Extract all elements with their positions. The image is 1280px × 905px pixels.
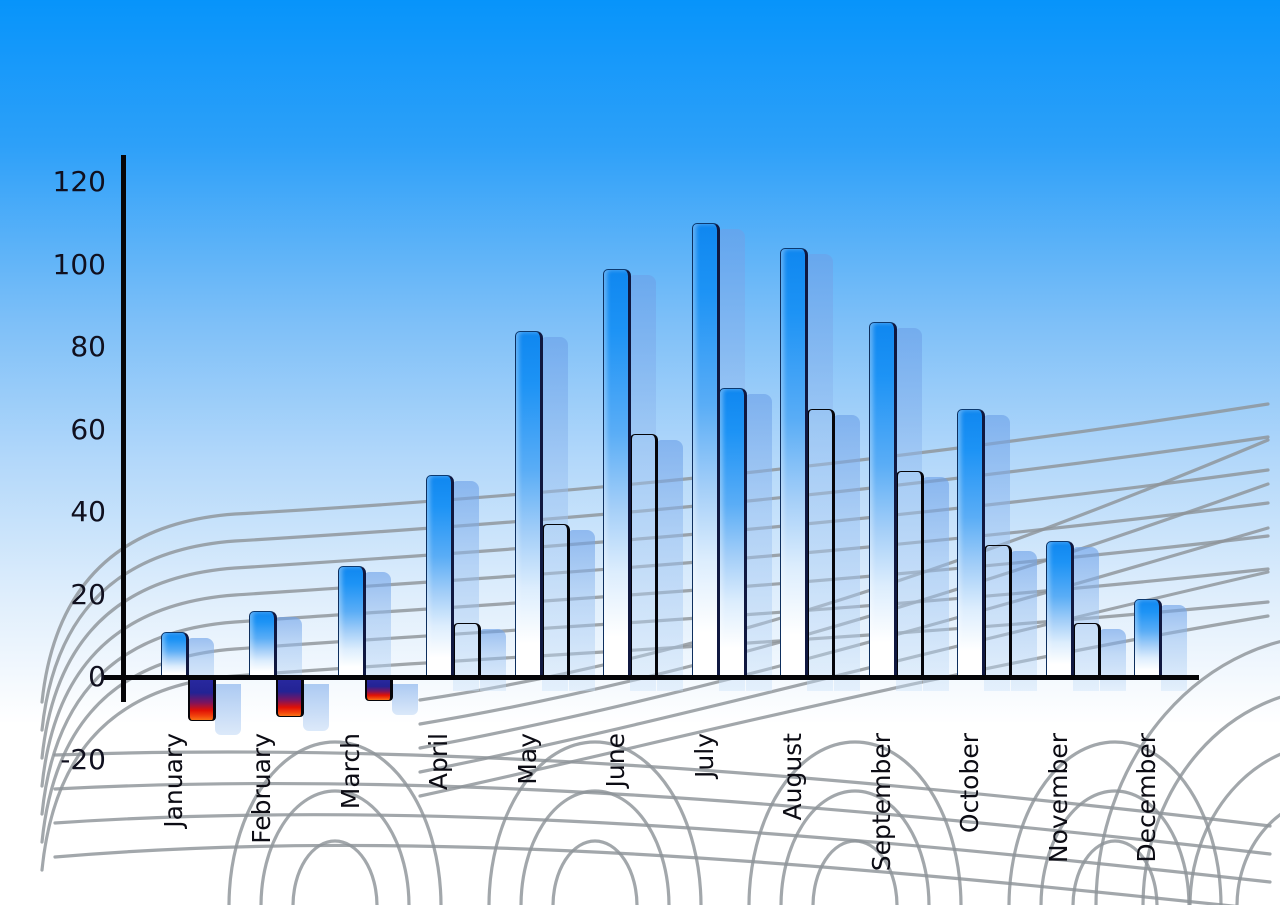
bar-august-secondary: [807, 409, 835, 677]
month-label-october: October: [955, 733, 984, 834]
bar-february-secondary: [276, 680, 304, 717]
bar-february-primary: [249, 611, 277, 678]
grid-line: [1141, 695, 1280, 905]
bar-april-secondary: [453, 623, 481, 677]
grid-line: [1007, 740, 1223, 905]
bar-may-secondary: [542, 524, 570, 677]
month-label-november: November: [1044, 733, 1073, 864]
ghost-bar-march-secondary: [392, 684, 418, 715]
ghost-bar-april-primary: [453, 481, 479, 691]
y-axis-tick-label: 60: [70, 413, 106, 446]
grid-line: [779, 789, 931, 905]
bar-january-primary: [161, 632, 189, 678]
grid-line: [519, 789, 671, 905]
ghost-bar-august-secondary: [834, 415, 860, 691]
month-label-july: July: [690, 733, 719, 778]
ghost-bar-october-primary: [984, 415, 1010, 691]
ghost-bar-november-secondary: [1100, 629, 1126, 691]
ghost-bar-march-primary: [365, 572, 391, 691]
grid-line: [551, 839, 639, 905]
ghost-bar-may-secondary: [569, 530, 595, 691]
ghost-bar-january-secondary: [215, 684, 241, 735]
y-axis-tick-label: 0: [88, 660, 106, 693]
month-label-may: May: [513, 733, 542, 785]
grid-line: [1188, 752, 1280, 905]
grid-line: [747, 740, 963, 905]
bar-june-primary: [603, 269, 631, 678]
ghost-bar-september-secondary: [923, 477, 949, 691]
grid-line: [1039, 789, 1191, 905]
ghost-bar-september-primary: [896, 328, 922, 691]
y-axis-tick-label: 80: [70, 330, 106, 363]
bar-november-secondary: [1073, 623, 1101, 677]
bar-july-primary: [692, 223, 720, 678]
month-label-december: December: [1132, 733, 1161, 863]
ghost-bar-june-primary: [630, 275, 656, 691]
bar-july-secondary: [719, 388, 747, 677]
ghost-bar-april-secondary: [480, 629, 506, 691]
bar-november-primary: [1046, 541, 1074, 678]
bar-september-primary: [869, 322, 897, 678]
bar-august-primary: [780, 248, 808, 678]
month-label-march: March: [336, 733, 365, 810]
bar-december-primary: [1134, 599, 1162, 678]
y-axis-tick-label: 20: [70, 578, 106, 611]
grid-line: [811, 839, 899, 905]
ghost-bar-november-primary: [1073, 547, 1099, 691]
bar-may-primary: [515, 331, 543, 678]
bar-october-secondary: [984, 545, 1012, 677]
bar-march-secondary: [365, 680, 393, 701]
bar-january-secondary: [188, 680, 216, 721]
month-label-september: September: [867, 733, 896, 872]
ghost-bar-october-secondary: [1011, 551, 1037, 691]
grid-line: [53, 812, 1272, 884]
ghost-bar-may-primary: [542, 337, 568, 691]
grid-line: [1094, 640, 1280, 905]
month-label-april: April: [424, 733, 453, 791]
bar-september-secondary: [896, 471, 924, 677]
y-axis-tick-label: -20: [60, 743, 106, 776]
y-axis-tick-label: 40: [70, 495, 106, 528]
bar-april-primary: [426, 475, 454, 678]
grid-line: [487, 740, 703, 905]
grid-line: [418, 570, 1270, 774]
month-label-august: August: [778, 733, 807, 821]
ghost-bar-june-secondary: [657, 440, 683, 691]
month-label-june: June: [601, 733, 630, 788]
grid-line: [53, 781, 1272, 856]
ghost-bar-august-primary: [807, 254, 833, 691]
ghost-bar-february-secondary: [303, 684, 329, 731]
bar-march-primary: [338, 566, 366, 678]
grid-line: [259, 789, 411, 905]
grid-line: [1235, 812, 1280, 905]
grid-line: [227, 740, 443, 905]
ghost-bar-july-secondary: [746, 394, 772, 691]
y-axis-tick-label: 100: [52, 248, 106, 281]
grid-line: [1071, 839, 1159, 905]
grid-line: [291, 839, 379, 905]
bar-october-primary: [957, 409, 985, 678]
grid-line: [53, 750, 1272, 828]
month-label-february: February: [247, 733, 276, 844]
month-label-january: January: [159, 733, 188, 828]
bar-june-secondary: [630, 434, 658, 677]
y-axis-tick-label: 120: [52, 165, 106, 198]
